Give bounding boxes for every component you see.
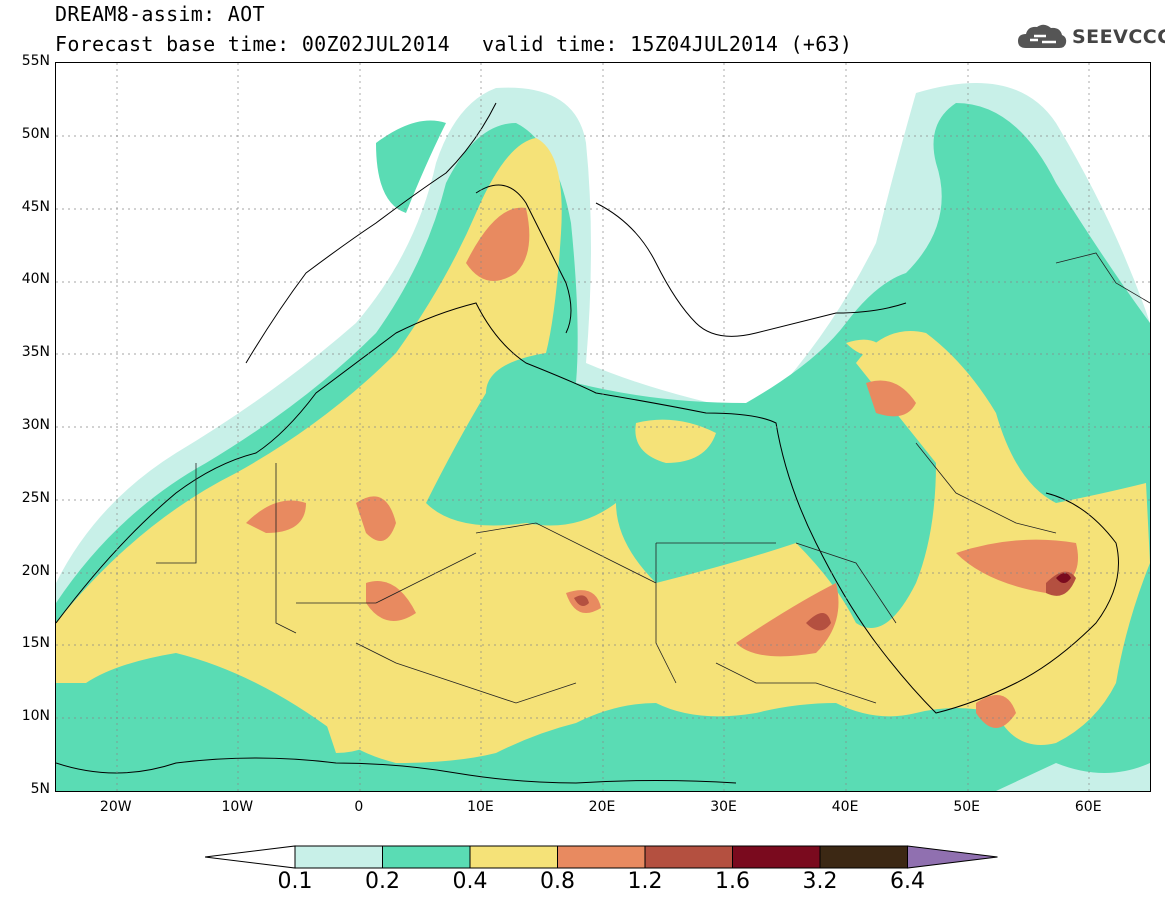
lat-label: 50N bbox=[21, 125, 50, 142]
map-title: DREAM8-assim: AOT bbox=[55, 2, 265, 26]
cloud-icon bbox=[1018, 24, 1067, 48]
colorbar-value-label: 6.4 bbox=[890, 869, 925, 894]
lat-label: 30N bbox=[21, 417, 50, 433]
lat-label: 35N bbox=[21, 344, 50, 361]
colorbar-segment bbox=[557, 845, 646, 869]
lat-label: 5N bbox=[30, 781, 50, 797]
aot-colorbar bbox=[205, 845, 998, 869]
colorbar-value-label: 0.1 bbox=[277, 869, 313, 894]
colorbar-segment bbox=[644, 845, 733, 869]
colorbar-value-label: 0.8 bbox=[540, 869, 575, 894]
colorbar-value-label: 0.2 bbox=[365, 869, 400, 894]
seevccc-logo: SEEVCCC bbox=[1016, 22, 1165, 52]
colorbar-value-label: 1.2 bbox=[627, 869, 663, 894]
logo-text: SEEVCCC bbox=[1072, 26, 1165, 48]
lat-label: 10N bbox=[21, 708, 50, 725]
lon-label: 10E bbox=[467, 799, 494, 815]
aot-field-0-8 bbox=[246, 207, 1078, 728]
aot-field-0-4 bbox=[56, 138, 1150, 763]
lon-label: 30E bbox=[710, 799, 737, 815]
colorbar-segment bbox=[469, 845, 558, 869]
lat-label: 25N bbox=[21, 489, 50, 506]
lat-label: 40N bbox=[21, 271, 50, 288]
forecast-base-time: Forecast base time: 00Z02JUL2014 bbox=[55, 32, 450, 56]
coastlines bbox=[56, 102, 1119, 784]
colorbar-over-arrow bbox=[907, 845, 998, 869]
lat-label: 20N bbox=[21, 562, 50, 579]
colorbar-segment bbox=[382, 845, 471, 869]
colorbar-value-label: 1.6 bbox=[715, 869, 750, 894]
aot-field-1-6 bbox=[1056, 573, 1071, 583]
colorbar-value-label: 0.4 bbox=[452, 869, 488, 894]
lat-label: 15N bbox=[21, 635, 50, 652]
lon-label: 40E bbox=[831, 799, 859, 815]
map-area bbox=[55, 62, 1151, 792]
lat-label: 45N bbox=[21, 198, 50, 215]
lon-label: 10W bbox=[221, 799, 254, 815]
colorbar-segment bbox=[819, 845, 908, 869]
lon-label: 20W bbox=[99, 799, 132, 815]
lat-label: 55N bbox=[21, 53, 50, 69]
lon-label: 60E bbox=[1074, 799, 1102, 815]
colorbar-segment bbox=[732, 845, 821, 869]
valid-time: valid time: 15Z04JUL2014 (+63) bbox=[482, 32, 853, 56]
colorbar-segment bbox=[294, 845, 383, 869]
lon-label: 0 bbox=[354, 799, 364, 815]
aot-map bbox=[56, 63, 1150, 791]
colorbar-under-arrow bbox=[205, 845, 296, 869]
colorbar-value-label: 3.2 bbox=[802, 869, 838, 894]
lon-label: 20E bbox=[588, 799, 616, 815]
lon-label: 50E bbox=[953, 799, 980, 815]
graticule bbox=[56, 63, 1150, 791]
country-borders bbox=[156, 252, 1150, 704]
